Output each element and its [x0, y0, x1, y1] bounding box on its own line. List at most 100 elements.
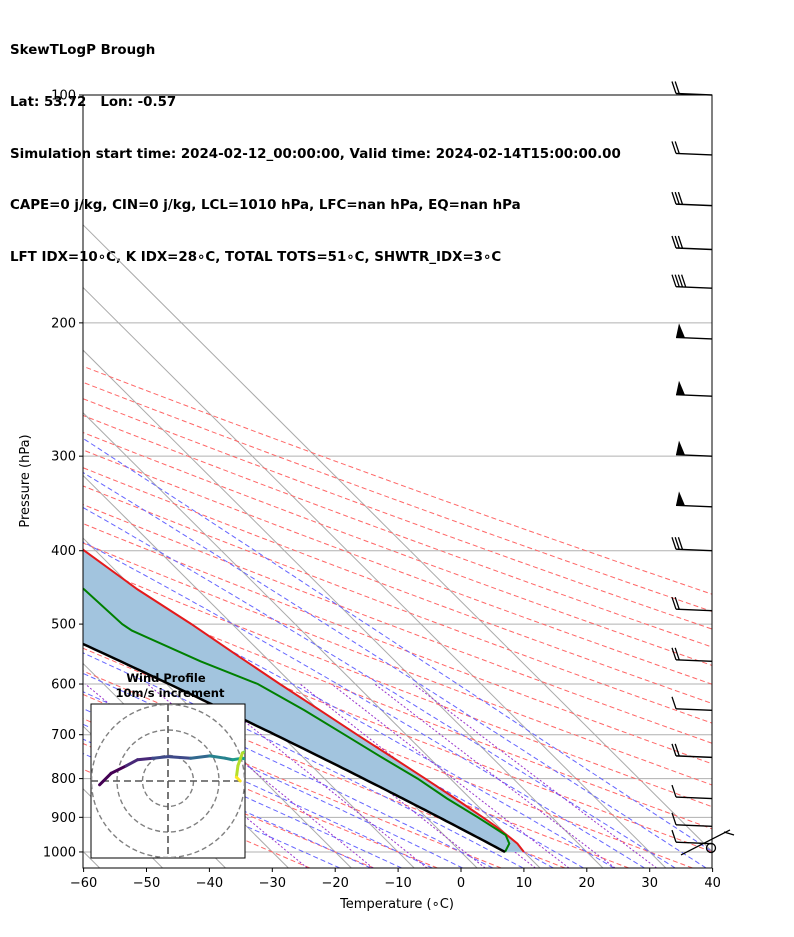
wind-barb-flag — [723, 831, 735, 836]
y-tick-label: 700 — [51, 728, 76, 743]
y-axis-label: Pressure (hPa) — [18, 434, 33, 527]
x-tick-label: 20 — [579, 876, 596, 891]
moist-adiabat-line — [83, 723, 402, 868]
wind-barb-feather — [671, 784, 677, 798]
dry-adiabat-line — [83, 647, 629, 868]
inset-title: Wind Profile — [126, 671, 206, 685]
wind-barb-feather — [671, 81, 677, 94]
wind-barb-staff — [675, 796, 713, 800]
title-line-times: Simulation start time: 2024-02-12_00:00:… — [10, 146, 621, 162]
moist-adiabat-line — [83, 691, 463, 868]
isotherm-line — [83, 349, 604, 868]
dry-adiabat-line — [83, 542, 712, 786]
wind-barb-staff — [675, 548, 713, 552]
hodograph-segment — [234, 764, 240, 779]
wind-barb-staff — [675, 247, 713, 251]
moist-adiabat-line — [83, 652, 524, 868]
hodograph-segment — [189, 754, 212, 760]
y-tick-label: 800 — [51, 772, 76, 787]
wind-barb-feather — [671, 235, 677, 249]
wind-barb-feather — [671, 696, 677, 710]
hodograph-segment — [236, 751, 244, 768]
dry-adiabat-line — [83, 582, 712, 830]
wind-barb-staff — [675, 708, 713, 712]
dry-adiabat-line — [83, 742, 374, 868]
inset-ring — [91, 704, 245, 858]
wind-barb-staff — [680, 829, 731, 856]
axes: −60 −50 −40 −30 −20 −10 0 10 20 30 40 100 200 300 400 5… — [43, 89, 721, 892]
wind-barb — [680, 829, 735, 856]
wind-barb-feather — [677, 274, 684, 287]
wind-barb — [675, 380, 713, 397]
x-tick-label: 0 — [457, 876, 465, 891]
y-tick-label: 600 — [51, 678, 76, 693]
isotherm-line — [83, 286, 667, 868]
y-tick-label: 100 — [51, 89, 76, 104]
wind-barb-staff — [675, 659, 713, 663]
isotherm-line — [83, 850, 101, 868]
chart-title-block: SkewTLogP Brough Lat: 53.72 Lon: -0.57 S… — [10, 8, 621, 283]
wind-barb — [671, 81, 713, 96]
wind-barb — [671, 141, 713, 156]
y-tick-label: 900 — [51, 811, 76, 826]
dry-adiabat-line — [83, 693, 502, 868]
y-tick-label: 400 — [51, 544, 76, 559]
wind-barb-pennant — [676, 440, 685, 455]
dry-adiabat-line — [83, 467, 712, 704]
mixing-ratio-line — [413, 683, 657, 868]
wind-barb-feather — [674, 647, 680, 661]
wind-barb-feather — [680, 274, 687, 287]
title-line-location: Lat: 53.72 Lon: -0.57 — [10, 95, 177, 110]
moist-adiabat-line — [83, 437, 712, 853]
wind-barb — [671, 596, 713, 612]
hodograph-segment — [248, 755, 252, 760]
wind-barb-feather — [671, 191, 677, 205]
moist-adiabat-line — [83, 738, 372, 868]
wind-barb-feather — [674, 743, 680, 757]
wind-barb — [675, 440, 713, 457]
wind-barb-staff — [675, 453, 713, 457]
wind-barb-staff — [675, 336, 713, 340]
wind-barb-feather — [671, 647, 677, 661]
dry-adiabat-line — [83, 381, 712, 612]
wind-barb-staff — [675, 841, 713, 845]
wind-barb-pennant — [676, 323, 685, 338]
wind-barb-feather — [671, 537, 677, 550]
wind-barb-feather — [674, 191, 680, 205]
parcel-line — [83, 642, 506, 854]
wind-barb-staff — [675, 203, 713, 207]
wind-barb-feather — [671, 596, 677, 610]
x-tick-label: −10 — [384, 876, 411, 891]
mixing-ratio-line — [374, 683, 616, 868]
isotherm-line — [83, 412, 541, 868]
wind-barb — [671, 743, 713, 759]
title-line-indices: LFT IDX=10∘C, K IDX=28∘C, TOTAL TOTS=51∘… — [10, 249, 502, 265]
wind-barb — [671, 537, 713, 552]
wind-barbs — [671, 81, 735, 856]
wind-barb-staff — [675, 824, 713, 828]
x-tick-label: −20 — [321, 876, 348, 891]
isotherm-line — [83, 224, 712, 853]
wind-barb-staff — [675, 152, 713, 156]
wind-barb-feather — [674, 235, 680, 249]
wind-barb-staff — [675, 394, 713, 397]
moist-adiabat-line — [83, 603, 584, 868]
x-tick-label: −30 — [259, 876, 286, 891]
title-line-station: SkewTLogP Brough — [10, 43, 156, 59]
inset-content — [91, 704, 252, 858]
x-tick-label: 40 — [704, 876, 721, 891]
wind-profile-inset: Wind Profile 10m/s increment — [90, 671, 252, 859]
inset-subtitle: 10m/s increment — [116, 686, 225, 700]
wind-barb-feather — [671, 743, 677, 757]
wind-barb-pennant — [676, 491, 685, 506]
wind-barb — [671, 647, 713, 663]
wind-barb — [671, 829, 713, 845]
x-tick-label: −40 — [196, 876, 223, 891]
wind-barb — [675, 323, 713, 340]
hodograph-segment — [136, 756, 155, 762]
wind-barb-feather — [671, 141, 677, 154]
x-tick-label: −50 — [133, 876, 160, 891]
hodograph-segment — [98, 771, 113, 787]
temperature-line — [83, 548, 525, 853]
